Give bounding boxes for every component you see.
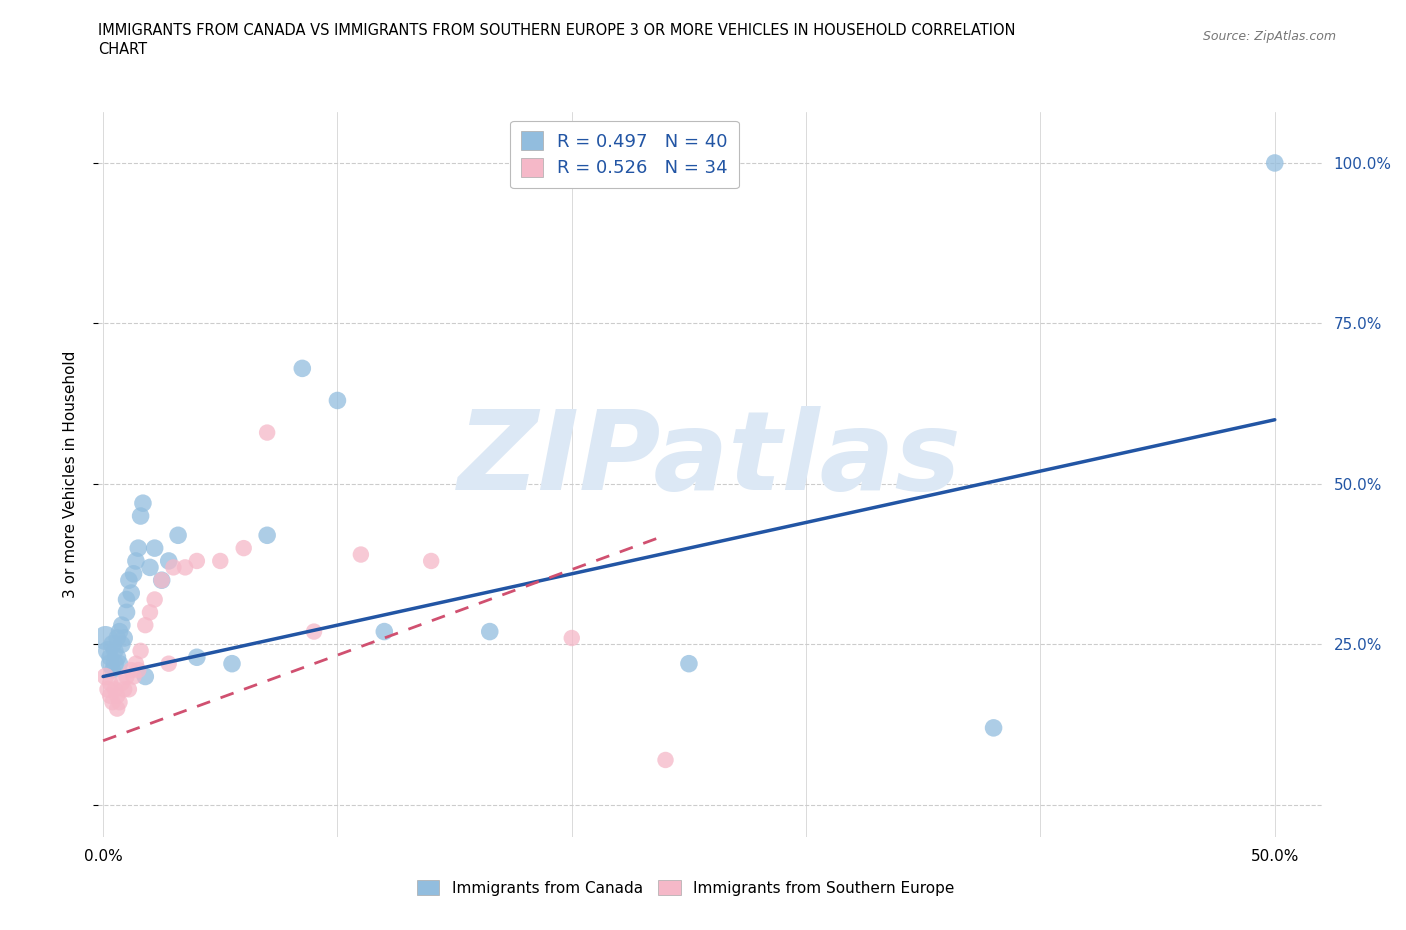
Point [232,540,254,555]
Point [112,682,135,697]
Point [373,624,395,639]
Point [561,631,583,645]
Point [120,586,142,601]
Point [104,644,127,658]
Point [101,695,124,710]
Point [108,695,131,710]
Point [129,644,152,658]
Point [654,752,676,767]
Point [118,573,141,588]
Point [111,675,134,690]
Point [1264,155,1286,170]
Point [105,631,128,645]
Point [678,657,700,671]
Point [94,631,117,645]
Point [127,663,149,678]
Point [127,540,149,555]
Point [174,560,197,575]
Point [122,566,145,581]
Point [122,669,145,684]
Point [101,663,124,678]
Point [139,604,162,619]
Point [108,657,131,671]
Text: ZIPatlas: ZIPatlas [458,406,962,513]
Y-axis label: 3 or more Vehicles in Household: 3 or more Vehicles in Household [63,351,77,598]
Point [186,553,208,568]
Point [326,393,349,408]
Point [98,657,121,671]
Text: IMMIGRANTS FROM CANADA VS IMMIGRANTS FROM SOUTHERN EUROPE 3 OR MORE VEHICLES IN : IMMIGRANTS FROM CANADA VS IMMIGRANTS FRO… [98,23,1017,38]
Point [143,592,166,607]
Point [115,669,138,684]
Legend: Immigrants from Canada, Immigrants from Southern Europe: Immigrants from Canada, Immigrants from … [411,873,960,902]
Point [115,592,138,607]
Point [105,701,128,716]
Point [104,682,127,697]
Point [256,528,278,543]
Point [167,528,190,543]
Point [108,624,131,639]
Point [186,650,208,665]
Point [256,425,278,440]
Point [134,618,156,632]
Point [98,688,121,703]
Point [983,721,1005,736]
Point [98,675,121,690]
Point [101,637,124,652]
Point [350,547,373,562]
Point [112,631,135,645]
Point [97,682,120,697]
Point [97,644,120,658]
Point [104,657,127,671]
Point [118,682,141,697]
Point [139,560,162,575]
Text: Source: ZipAtlas.com: Source: ZipAtlas.com [1202,30,1336,43]
Point [150,573,173,588]
Point [302,624,325,639]
Point [105,688,128,703]
Point [157,657,180,671]
Point [162,560,184,575]
Point [134,669,156,684]
Point [132,496,155,511]
Point [291,361,314,376]
Point [105,650,128,665]
Point [94,669,117,684]
Point [111,637,134,652]
Text: CHART: CHART [98,42,148,57]
Point [98,650,121,665]
Point [143,540,166,555]
Point [125,657,148,671]
Point [157,553,180,568]
Point [209,553,232,568]
Point [478,624,501,639]
Point [125,553,148,568]
Point [150,573,173,588]
Point [221,657,243,671]
Point [111,618,134,632]
Point [120,663,142,678]
Point [129,509,152,524]
Point [115,604,138,619]
Point [420,553,443,568]
